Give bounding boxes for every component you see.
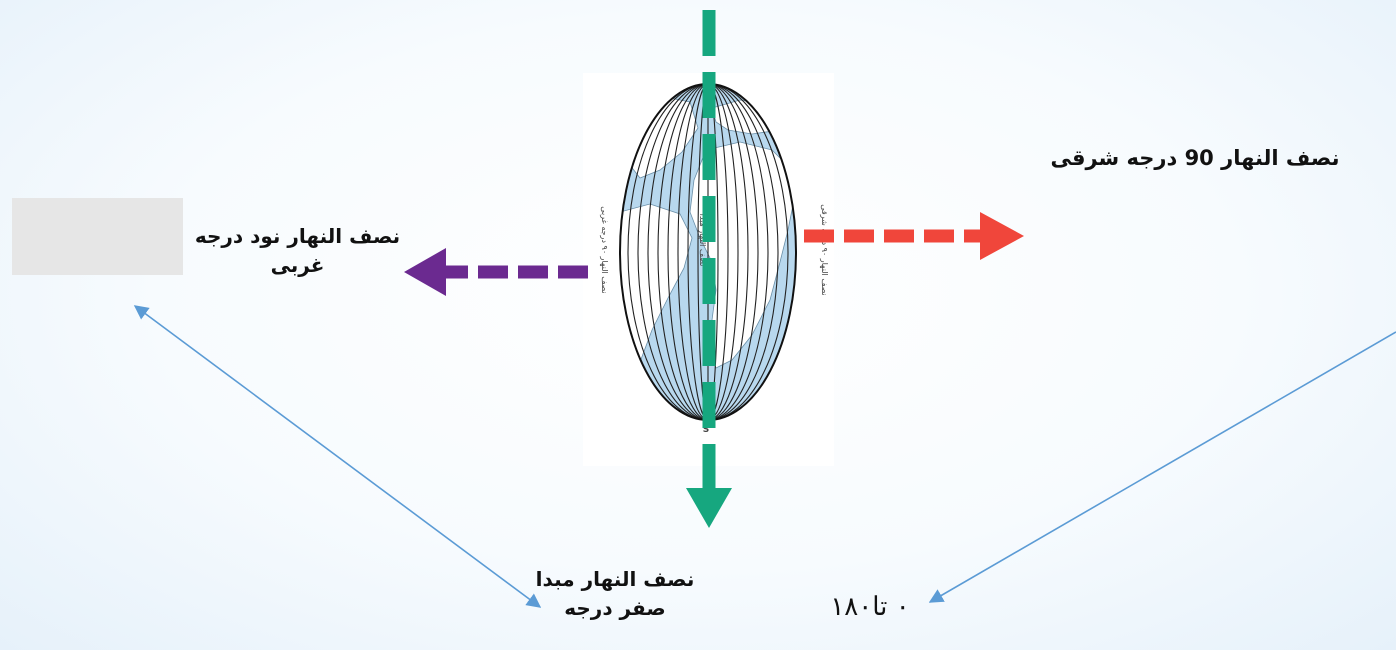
prime-meridian-label-line1: نصف النهار مبدا	[535, 565, 695, 594]
connector-line-left	[135, 306, 540, 607]
range-label: ۰ تا۱۸۰	[790, 592, 950, 622]
prime-meridian-label-line2: صفر درجه	[535, 594, 695, 623]
east-meridian-arrow	[804, 212, 1024, 260]
west-meridian-arrow	[404, 248, 588, 296]
west-meridian-label-line2: غربی	[190, 251, 405, 280]
connector-line-right	[930, 332, 1396, 602]
west-meridian-label-line1: نصف النهار نود درجه	[190, 222, 405, 251]
answer-box	[12, 198, 183, 275]
globe-right-meridian-text: نصف النهار ۹۰ درجه شرقی	[820, 204, 829, 296]
globe-left-meridian-text: نصف النهار ۹۰ درجه غربی	[600, 206, 609, 293]
prime-meridian-label: نصف النهار مبدا صفر درجه	[535, 565, 695, 623]
east-meridian-label: نصف النهار 90 درجه شرقی	[1050, 143, 1340, 173]
west-meridian-label: نصف النهار نود درجه غربی	[190, 222, 405, 280]
